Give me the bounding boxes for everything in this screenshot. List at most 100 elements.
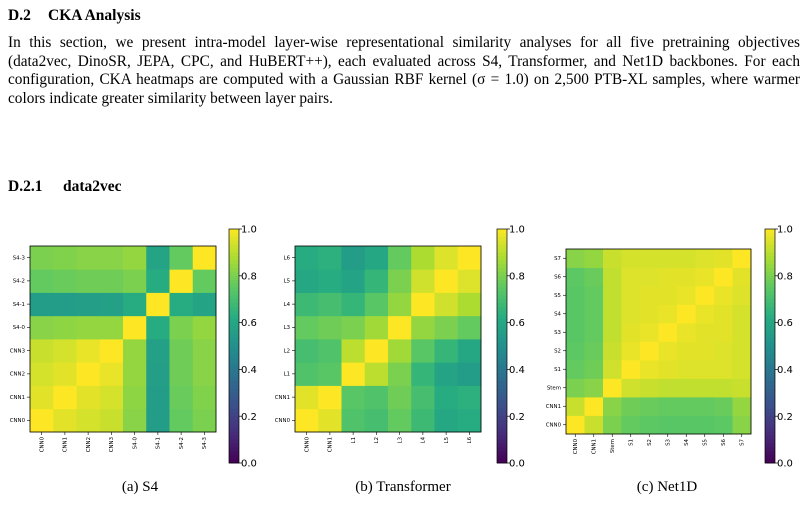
heatmap-cell (192, 339, 217, 363)
heatmap-cell (318, 408, 342, 433)
colorbar-tick-label: 0.2 (777, 412, 793, 423)
colorbar-segment (229, 349, 239, 355)
heatmap-cell (364, 269, 389, 293)
y-tick-label: S4-3 (13, 255, 25, 261)
colorbar-segment (497, 322, 507, 327)
caption-net1d: (c) Net1D (636, 479, 698, 495)
colorbar-segment (497, 291, 507, 296)
y-tick-label: CNN0 (275, 418, 291, 424)
colorbar-segment (229, 377, 239, 382)
colorbar-segment (765, 271, 775, 277)
colorbar-segment (497, 303, 507, 308)
heatmap-cell (621, 360, 641, 379)
heatmap-cell (411, 408, 435, 433)
colorbar-tick-label: 0.2 (509, 412, 525, 423)
colorbar-segment (765, 248, 775, 253)
heatmap-cell (30, 385, 54, 410)
colorbar-segment (229, 385, 239, 390)
colorbar-segment (229, 373, 239, 378)
colorbar-tick-label: 0.0 (777, 459, 793, 470)
colorbar-segment (229, 392, 239, 398)
heatmap-cell (603, 341, 622, 361)
colorbar-segment (497, 369, 507, 374)
colorbar-segment (765, 283, 775, 288)
y-tick-label: CNN0 (10, 418, 26, 424)
colorbar-0: 1.0 0.8 0.6 0.4 0.2 0.0 (228, 225, 257, 470)
colorbar-segment (497, 435, 507, 440)
colorbar-tick-label: 0.8 (777, 271, 793, 282)
heatmap-cell (566, 286, 585, 305)
colorbar-segment (497, 427, 507, 433)
x-tick-label: S4-1 (156, 437, 162, 449)
colorbar-tick-label: 0.6 (241, 318, 257, 329)
colorbar-segment (229, 268, 239, 273)
colorbar-segment (765, 416, 775, 421)
colorbar-tick-label: 1.0 (777, 225, 793, 236)
colorbar-tick-label: 0.0 (241, 459, 257, 470)
colorbar-segment (765, 353, 775, 359)
colorbar-segment (765, 291, 775, 296)
heatmap-cell (695, 267, 715, 287)
colorbar-segment (497, 416, 507, 421)
x-tick-label: L3 (397, 437, 403, 443)
colorbar-segment (497, 412, 507, 417)
x-tick-label: S2 (647, 439, 653, 446)
heatmap-cell (640, 304, 659, 324)
heatmap-cell (695, 341, 715, 361)
colorbar-segment (497, 408, 507, 413)
colorbar-segment (765, 459, 775, 464)
heatmap-cell (658, 378, 678, 398)
x-tick-label: CNN3 (109, 437, 115, 452)
colorbar-segment (229, 381, 239, 386)
colorbar-segment (497, 346, 507, 351)
heatmap-cell (434, 292, 459, 317)
y-tick-label: L5 (284, 279, 290, 285)
heatmap-cell (621, 267, 641, 287)
heatmap-cell (76, 246, 101, 270)
colorbar-segment (765, 420, 775, 425)
heatmap-cell (341, 339, 366, 363)
heatmap-cell (566, 249, 585, 268)
heatmap-cell (640, 360, 659, 379)
y-tick-label: L6 (284, 255, 291, 261)
colorbar-segment (229, 412, 239, 417)
heatmap-cell (411, 269, 435, 293)
colorbar-segment (229, 283, 239, 288)
heatmap-cell (732, 378, 752, 398)
heatmap-cell (434, 385, 459, 410)
y-tick-label: L4 (284, 302, 291, 308)
y-tick-label: S3 (554, 330, 561, 336)
colorbar-segment (229, 264, 239, 269)
colorbar-segment (765, 443, 775, 448)
colorbar-segment (229, 342, 239, 347)
heatmap-cell (603, 249, 622, 268)
heatmap-cell (695, 304, 715, 324)
heatmap-cell (584, 267, 604, 287)
colorbar-segment (229, 424, 239, 429)
colorbar-segment (229, 447, 239, 452)
heatmap-cell (566, 397, 585, 416)
y-tick-label: CNN1 (10, 395, 25, 401)
colorbar-segment (497, 299, 507, 304)
colorbar-segment (497, 365, 507, 370)
heatmap-cell (53, 246, 77, 270)
heatmap-cell (169, 315, 194, 340)
x-tick-label: CNN2 (86, 437, 92, 452)
colorbar-segment (229, 365, 239, 370)
y-tick-label: L1 (284, 372, 290, 378)
heatmap-cell (714, 378, 733, 398)
heatmap-cell (457, 385, 482, 410)
caption-transformer: (b) Transformer (355, 479, 451, 495)
colorbar-segment (497, 232, 507, 238)
heatmap-cell (621, 341, 641, 361)
colorbar-segment (229, 361, 239, 366)
heatmap-cell (695, 286, 715, 305)
x-tick-label: CNN1 (328, 437, 334, 452)
colorbar-segment (497, 314, 507, 320)
colorbar-segment (497, 377, 507, 382)
section-paragraph: In this section, we present intra-model … (8, 34, 800, 107)
y-tick-label: S6 (554, 275, 561, 281)
colorbar-segment (497, 459, 507, 464)
heatmap-cell (695, 378, 715, 398)
